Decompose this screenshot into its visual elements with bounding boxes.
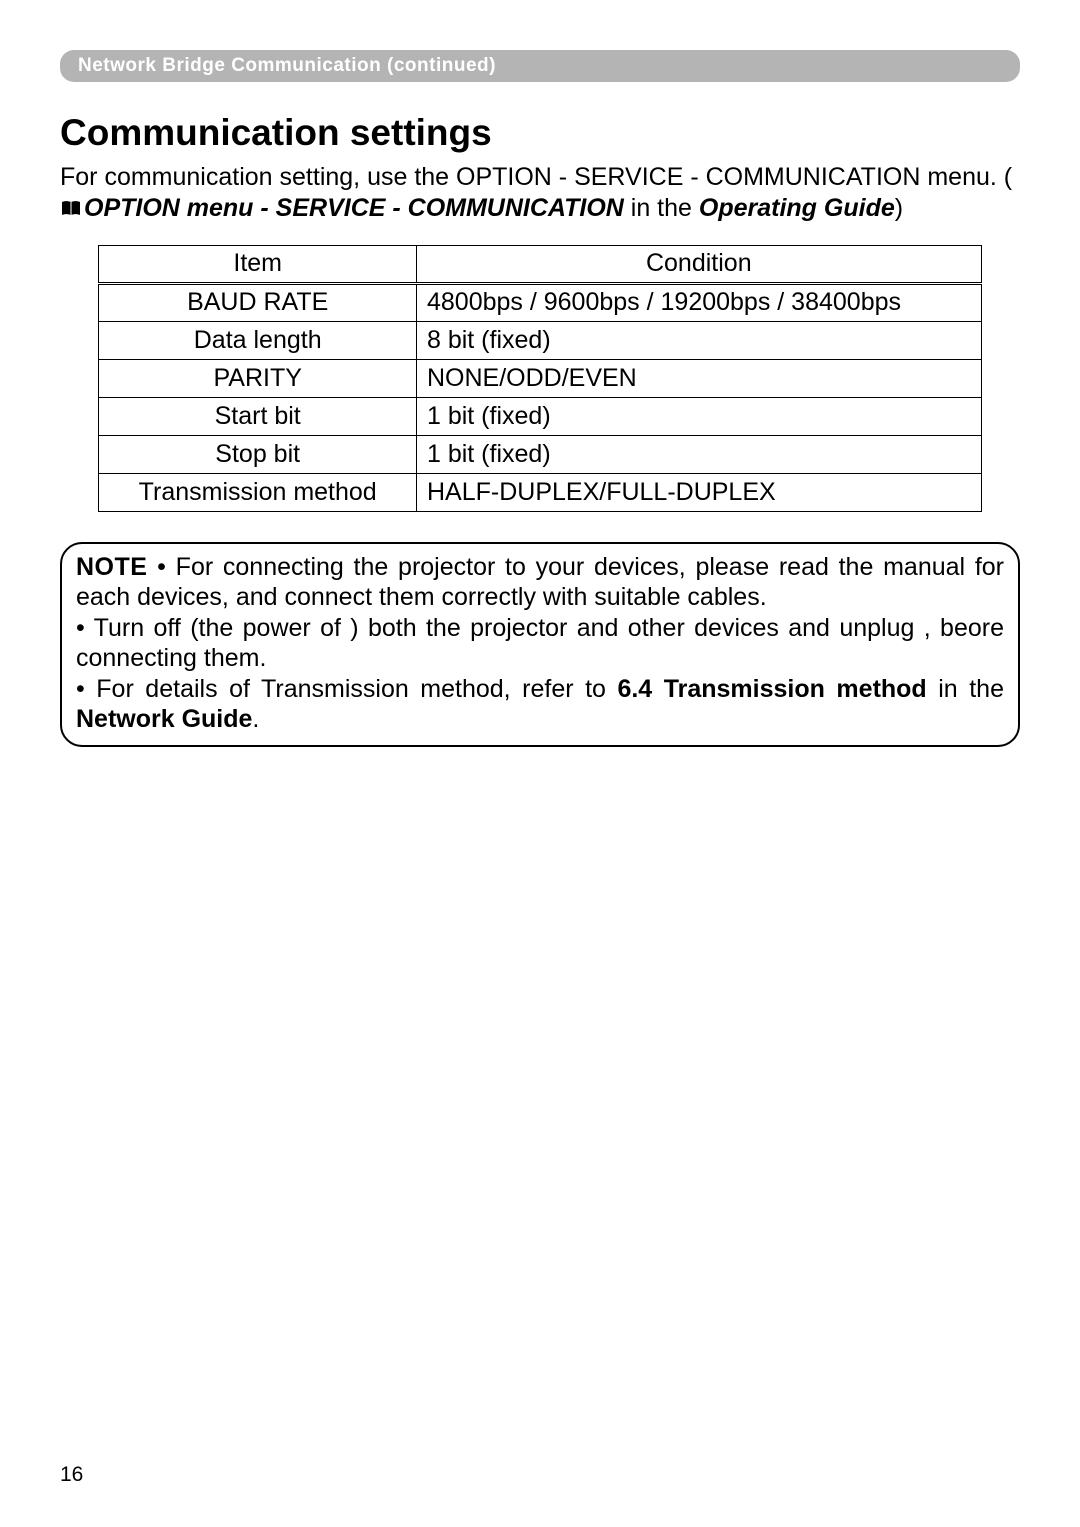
table-cell-condition: NONE/ODD/EVEN: [416, 359, 981, 397]
intro-text-1: For communication setting, use the OPTIO…: [60, 163, 1012, 191]
intro-mid: in the: [624, 194, 699, 222]
table-row: Start bit 1 bit (fixed): [99, 397, 981, 435]
table-row: Stop bit 1 bit (fixed): [99, 435, 981, 473]
page-title: Communication settings: [60, 112, 1020, 154]
section-header-pill: Network Bridge Communication (continued): [60, 50, 1020, 82]
table-row: Data length 8 bit (fixed): [99, 321, 981, 359]
note-line-3d: Network Guide: [76, 705, 252, 733]
note-box: NOTE • For connecting the projector to y…: [60, 542, 1020, 747]
table-row: Transmission method HALF-DUPLEX/FULL-DUP…: [99, 473, 981, 511]
note-line-2: • Turn off (the power of ) both the proj…: [76, 614, 1004, 673]
note-line-3a: • For details of Transmission method, re…: [76, 675, 617, 703]
table-row: BAUD RATE 4800bps / 9600bps / 19200bps /…: [99, 283, 981, 321]
table-cell-condition: 1 bit (fixed): [416, 435, 981, 473]
note-line-1: • For connecting the projector to your d…: [76, 553, 1004, 612]
table-cell-item: Transmission method: [99, 473, 417, 511]
table-cell-condition: 8 bit (fixed): [416, 321, 981, 359]
settings-table: Item Condition BAUD RATE 4800bps / 9600b…: [98, 245, 981, 512]
intro-end: ): [895, 194, 903, 222]
note-line-3c: in the: [927, 675, 1004, 703]
table-cell-condition: HALF-DUPLEX/FULL-DUPLEX: [416, 473, 981, 511]
intro-paragraph: For communication setting, use the OPTIO…: [60, 162, 1020, 227]
table-row: PARITY NONE/ODD/EVEN: [99, 359, 981, 397]
table-header-row: Item Condition: [99, 245, 981, 283]
note-line-3b: 6.4 Transmission method: [617, 675, 926, 703]
table-cell-item: BAUD RATE: [99, 283, 417, 321]
table-cell-item: Start bit: [99, 397, 417, 435]
table-cell-condition: 1 bit (fixed): [416, 397, 981, 435]
table-header-condition: Condition: [416, 245, 981, 283]
table-header-item: Item: [99, 245, 417, 283]
table-cell-condition: 4800bps / 9600bps / 19200bps / 38400bps: [416, 283, 981, 321]
note-label: NOTE: [76, 553, 147, 581]
table-cell-item: Data length: [99, 321, 417, 359]
note-line-3e: .: [252, 705, 259, 733]
intro-ref: OPTION menu - SERVICE - COMMUNICATION: [84, 194, 624, 222]
section-header-text: Network Bridge Communication (continued): [78, 55, 496, 76]
intro-guide: Operating Guide: [699, 194, 895, 222]
table-cell-item: Stop bit: [99, 435, 417, 473]
page-number: 16: [60, 1463, 83, 1487]
book-icon: [60, 195, 82, 226]
table-cell-item: PARITY: [99, 359, 417, 397]
